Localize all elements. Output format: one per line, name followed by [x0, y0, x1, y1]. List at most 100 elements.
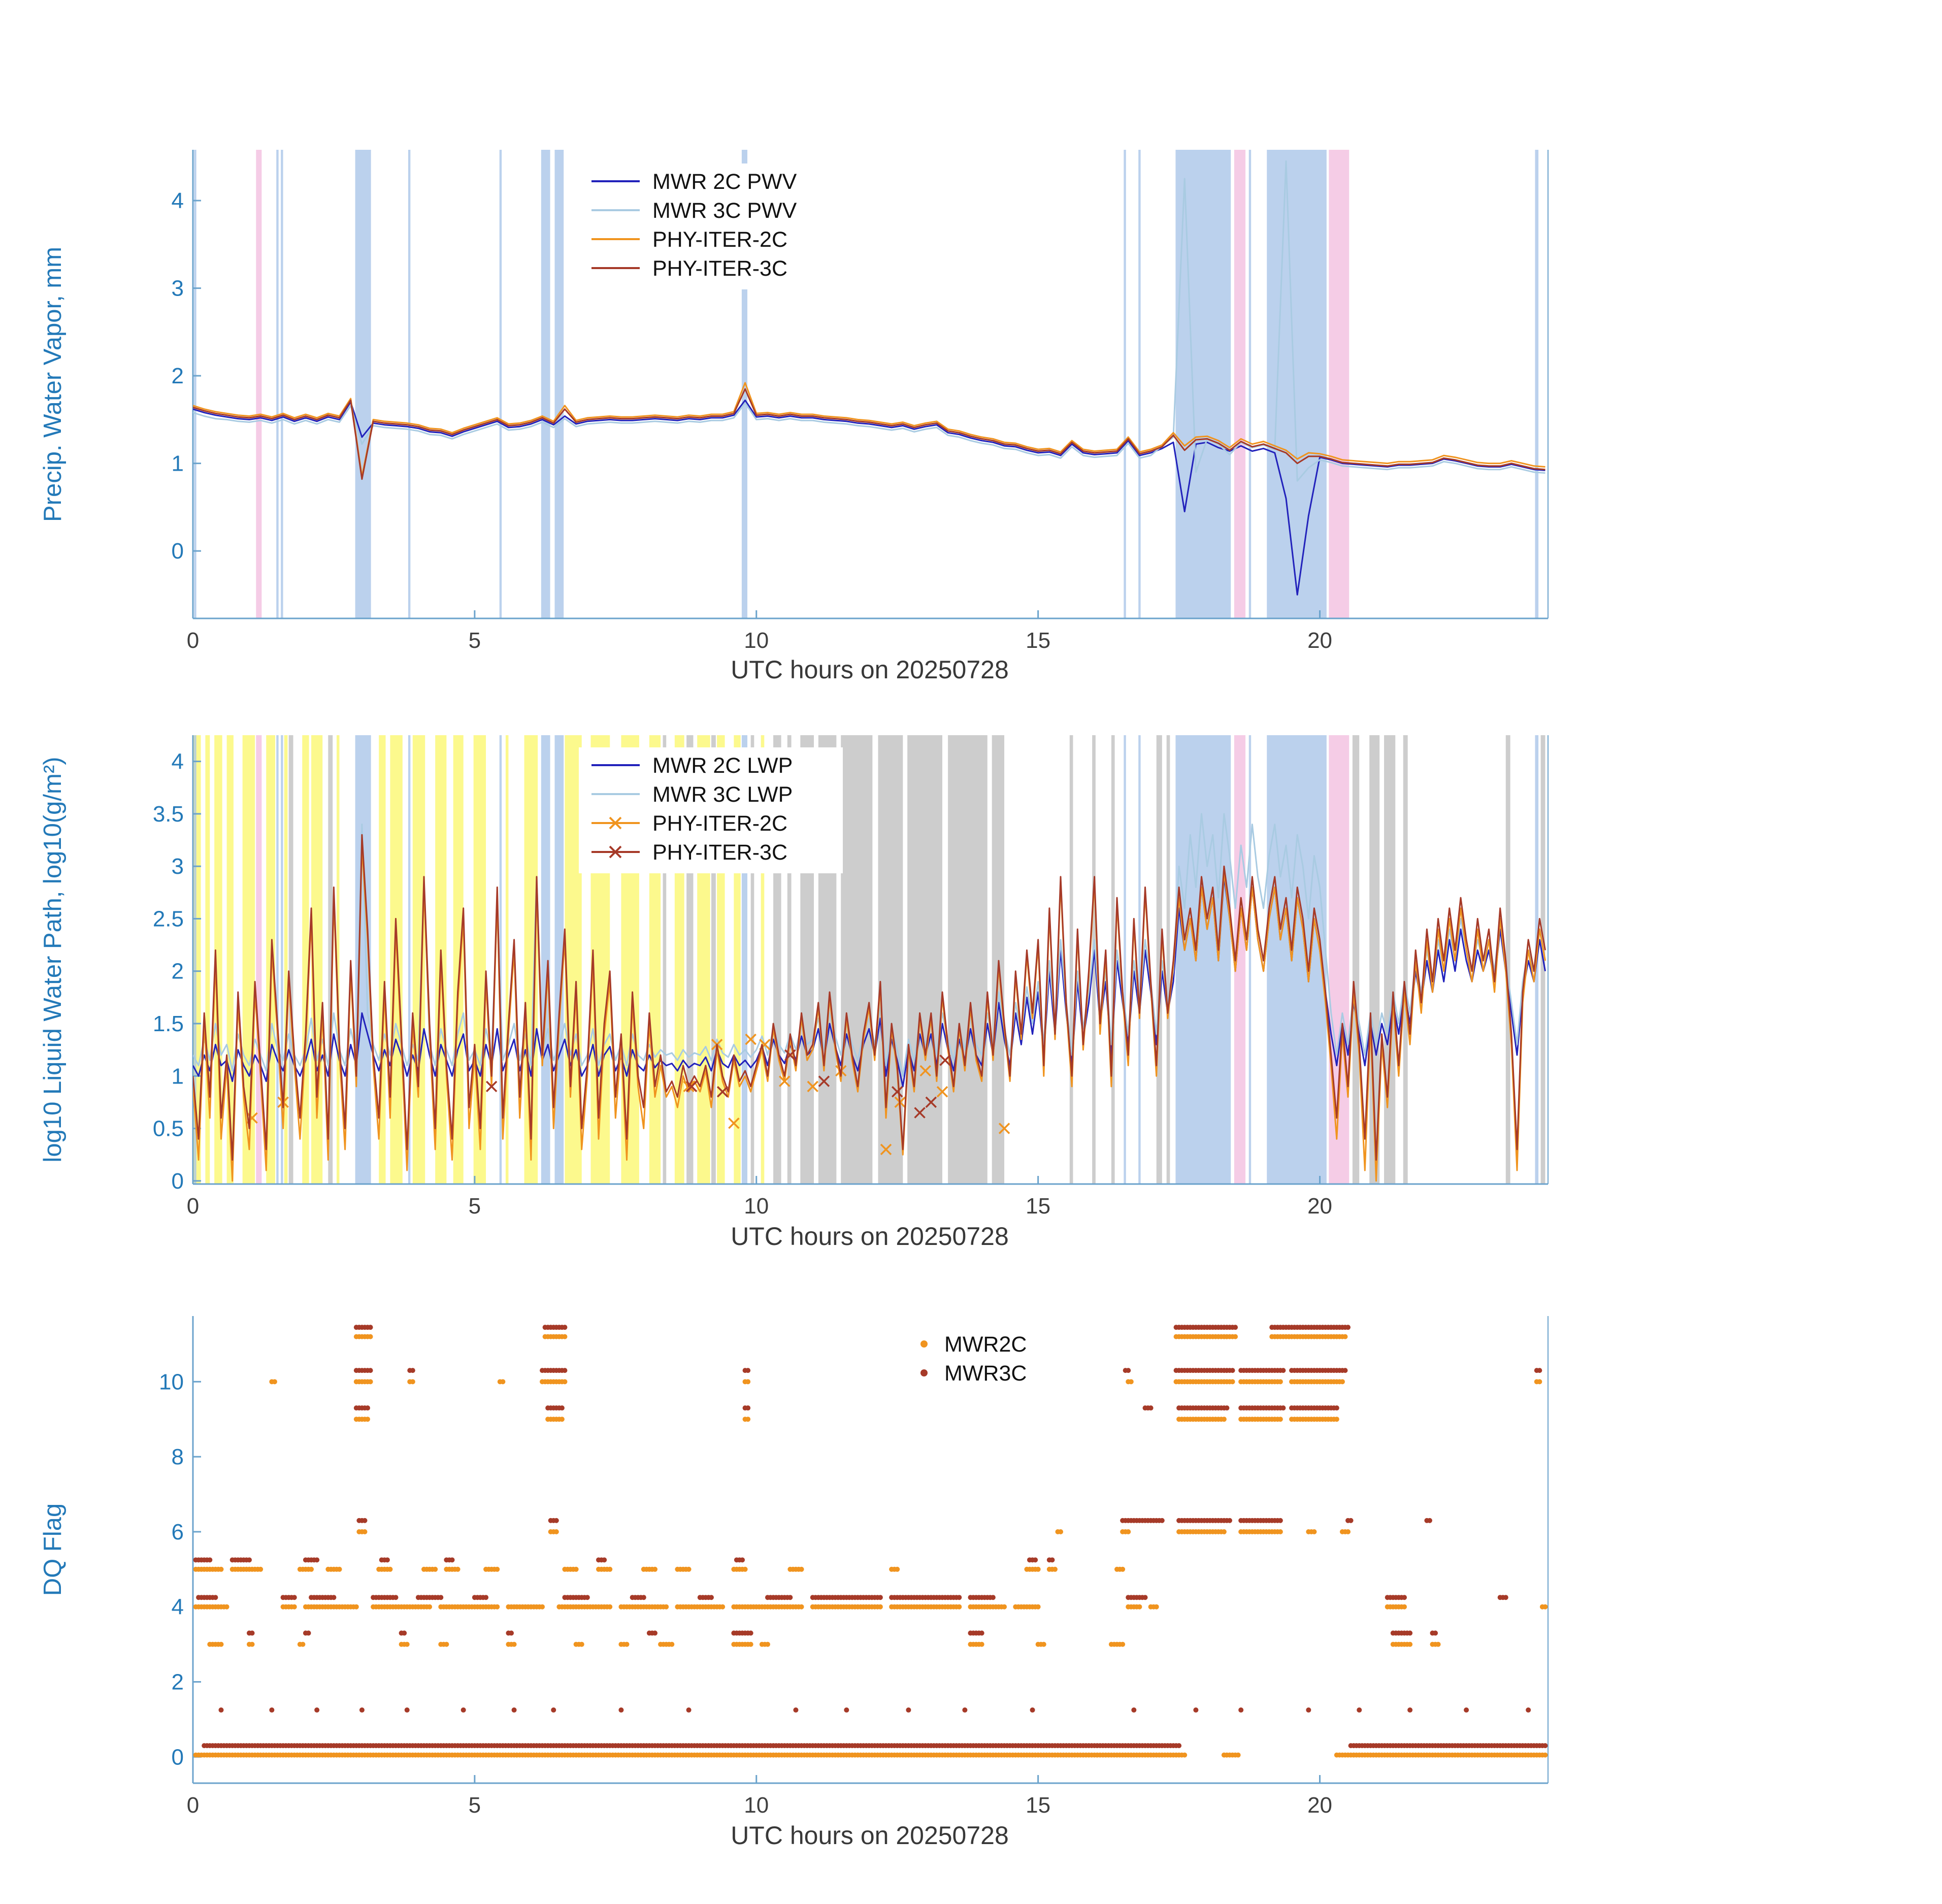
legend: MWR 2C LWP MWR 3C LWP PHY-ITER-2C PHY-ITER-… [579, 747, 843, 873]
dq-dot-mwr2c [765, 1642, 770, 1647]
dq-dot-mwr2c [249, 1642, 255, 1647]
x-tick-label: 10 [744, 1793, 769, 1818]
dq-dot-mwr3c [291, 1595, 297, 1600]
shaded-band-blue [1267, 150, 1327, 618]
dq-dot-mwr3c [1345, 1325, 1351, 1330]
dq-dot-mwr2c [1311, 1529, 1317, 1534]
x-marker-phy-iter-2c [936, 1086, 948, 1098]
dq-dot-mwr2c [410, 1379, 415, 1385]
dq-dot-mwr3c [748, 1630, 753, 1636]
shaded-band-pink [1234, 150, 1246, 618]
dq-dot-mwr3c [460, 1707, 466, 1713]
shaded-band-blue [194, 735, 196, 1184]
x-tick-label: 5 [469, 1793, 481, 1818]
dq-dot-mwr3c [553, 1518, 559, 1523]
dq-dot-mwr2c [1277, 1417, 1283, 1422]
dq-dot-mwr3c [1526, 1707, 1531, 1713]
y-tick-label: 6 [172, 1520, 184, 1545]
shaded-band-gray [948, 735, 988, 1184]
dq-dot-mwr2c [1345, 1529, 1351, 1534]
dq-dot-mwr3c [1357, 1707, 1362, 1713]
dq-dot-mwr3c [249, 1630, 255, 1636]
legend-label: MWR 2C PWV [652, 170, 797, 194]
dq-dot-mwr2c [664, 1604, 669, 1610]
dq-dot-mwr3c [1464, 1707, 1469, 1713]
dq-dot-mwr3c [551, 1707, 556, 1713]
y-tick-label: 1 [172, 1064, 184, 1089]
dq-dot-mwr2c [607, 1566, 613, 1572]
x-tick-label: 5 [469, 1194, 481, 1219]
shaded-band-gray [1069, 735, 1073, 1184]
legend-label: MWR3C [944, 1361, 1027, 1386]
x-marker-phy-iter-2c [745, 1033, 756, 1045]
dq-dot-mwr2c [337, 1566, 342, 1572]
dq-dot-mwr3c [384, 1557, 390, 1563]
dq-dot-mwr3c [957, 1595, 962, 1600]
y-tick-label: 1 [172, 451, 184, 476]
dq-dot-mwr2c [258, 1566, 264, 1572]
dq-dot-mwr2c [562, 1379, 568, 1385]
lwp-y-axis-label: log10 Liquid Water Path, log10(g/m²) [39, 757, 67, 1163]
shaded-band-blue [1535, 150, 1539, 618]
dq-y-axis-label: DQ Flag [39, 1503, 67, 1596]
legend-background [909, 1327, 1076, 1390]
dq-dot-mwr3c [641, 1595, 646, 1600]
dq-dot-mwr3c [368, 1368, 373, 1373]
dq-dot-mwr3c [1176, 1743, 1182, 1749]
dq-dot-mwr2c [745, 1379, 751, 1385]
dq-dot-mwr3c [877, 1595, 883, 1600]
dq-dot-mwr2c [686, 1566, 692, 1572]
y-tick-label: 8 [172, 1445, 184, 1469]
dq-dot-mwr2c [455, 1566, 460, 1572]
dq-dot-mwr3c [745, 1405, 751, 1411]
dq-dot-mwr3c [1407, 1630, 1413, 1636]
dq-dot-mwr3c [618, 1707, 624, 1713]
dq-dot-mwr3c [906, 1707, 911, 1713]
dq-dot-mwr2c [224, 1604, 229, 1610]
shaded-band-gray [907, 735, 942, 1184]
shaded-band-blue [741, 735, 748, 1184]
dq-dot-mwr3c [314, 1707, 320, 1713]
legend-label: MWR 2C LWP [652, 753, 793, 778]
x-marker-phy-iter-2c [779, 1075, 791, 1087]
dq-dot-mwr3c [1503, 1595, 1508, 1600]
legend-label: MWR 3C LWP [652, 782, 793, 807]
dq-dot-mwr3c [1159, 1518, 1165, 1523]
dq-dot-mwr2c [799, 1604, 804, 1610]
dq-dot-mwr3c [314, 1557, 320, 1563]
legend-dot-marker [920, 1340, 928, 1348]
x-tick-label: 0 [187, 628, 199, 653]
shaded-band-gray [1166, 735, 1170, 1184]
x-marker-phy-iter-2c [807, 1080, 818, 1093]
dq-dot-mwr3c [1433, 1630, 1438, 1636]
dq-dot-mwr2c [1120, 1566, 1126, 1572]
dq-dot-mwr2c [1407, 1642, 1413, 1647]
dq-dot-mwr2c [1182, 1752, 1188, 1758]
shaded-band-blue [541, 735, 550, 1184]
dq-dot-mwr2c [1041, 1642, 1046, 1647]
x-tick-label: 10 [744, 1194, 769, 1219]
dq-dot-mwr2c [368, 1334, 373, 1339]
dq-dot-mwr3c [1280, 1368, 1286, 1373]
dq-dot-mwr3c [652, 1630, 658, 1636]
x-marker-phy-iter-3c [685, 1080, 698, 1093]
dq-dot-mwr2c [1342, 1334, 1348, 1339]
legend: MWR2C MWR3C [909, 1327, 1076, 1390]
dq-dot-mwr2c [1402, 1604, 1407, 1610]
dq-dot-mwr2c [799, 1566, 804, 1572]
dq-dot-mwr2c [579, 1642, 584, 1647]
y-tick-label: 3 [172, 854, 184, 879]
dq-dot-mwr2c [1233, 1334, 1238, 1339]
dq-dot-mwr2c [607, 1604, 613, 1610]
dq-dot-mwr3c [402, 1630, 407, 1636]
x-marker-phy-iter-3c [818, 1075, 830, 1087]
shaded-band-gray [328, 735, 333, 1184]
dq-dot-mwr2c [1230, 1379, 1235, 1385]
shaded-band-gray [711, 735, 716, 1184]
dq-dot-mwr3c [844, 1707, 849, 1713]
dq-dot-mwr2c [1154, 1604, 1159, 1610]
y-tick-label: 0.5 [153, 1117, 184, 1141]
legend-x-marker [609, 816, 622, 830]
dq-dot-mwr2c [745, 1417, 751, 1422]
